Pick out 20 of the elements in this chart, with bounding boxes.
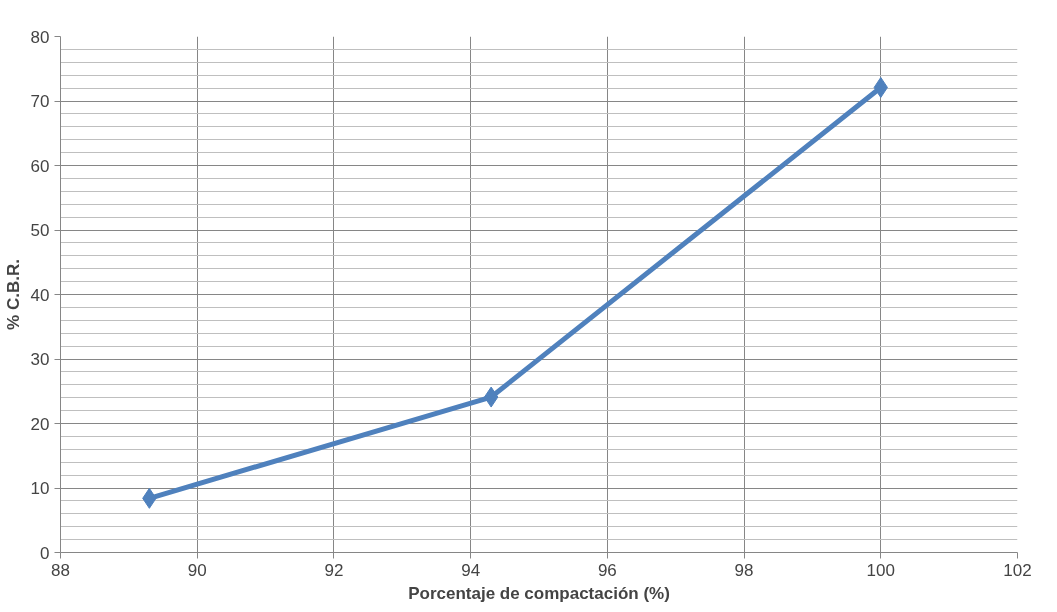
y-tick-label: 10 <box>30 479 50 498</box>
x-tick-label: 94 <box>461 560 481 580</box>
x-tick-label: 98 <box>734 560 754 580</box>
y-tick-label: 20 <box>30 414 50 434</box>
y-tick-label: 80 <box>30 27 50 47</box>
y-tick-label: 70 <box>30 92 50 111</box>
y-tick-label: 40 <box>30 285 50 305</box>
y-axis-title: % C.B.R. <box>3 259 23 330</box>
y-tick-label: 30 <box>30 350 50 369</box>
x-tick-label: 96 <box>597 560 617 580</box>
x-tick-label: 90 <box>187 560 207 580</box>
y-tick-label: 60 <box>30 156 50 176</box>
point <box>483 386 499 408</box>
y-tick-label: 50 <box>30 221 50 240</box>
y-tick-label: 0 <box>40 543 50 563</box>
x-tick-label: 92 <box>324 560 344 580</box>
x-tick-label: 102 <box>1003 560 1032 580</box>
x-tick-label: 88 <box>51 560 70 580</box>
x-axis-title: Porcentaje de compactación (%) <box>408 583 670 603</box>
x-tick-label: 100 <box>866 560 895 580</box>
